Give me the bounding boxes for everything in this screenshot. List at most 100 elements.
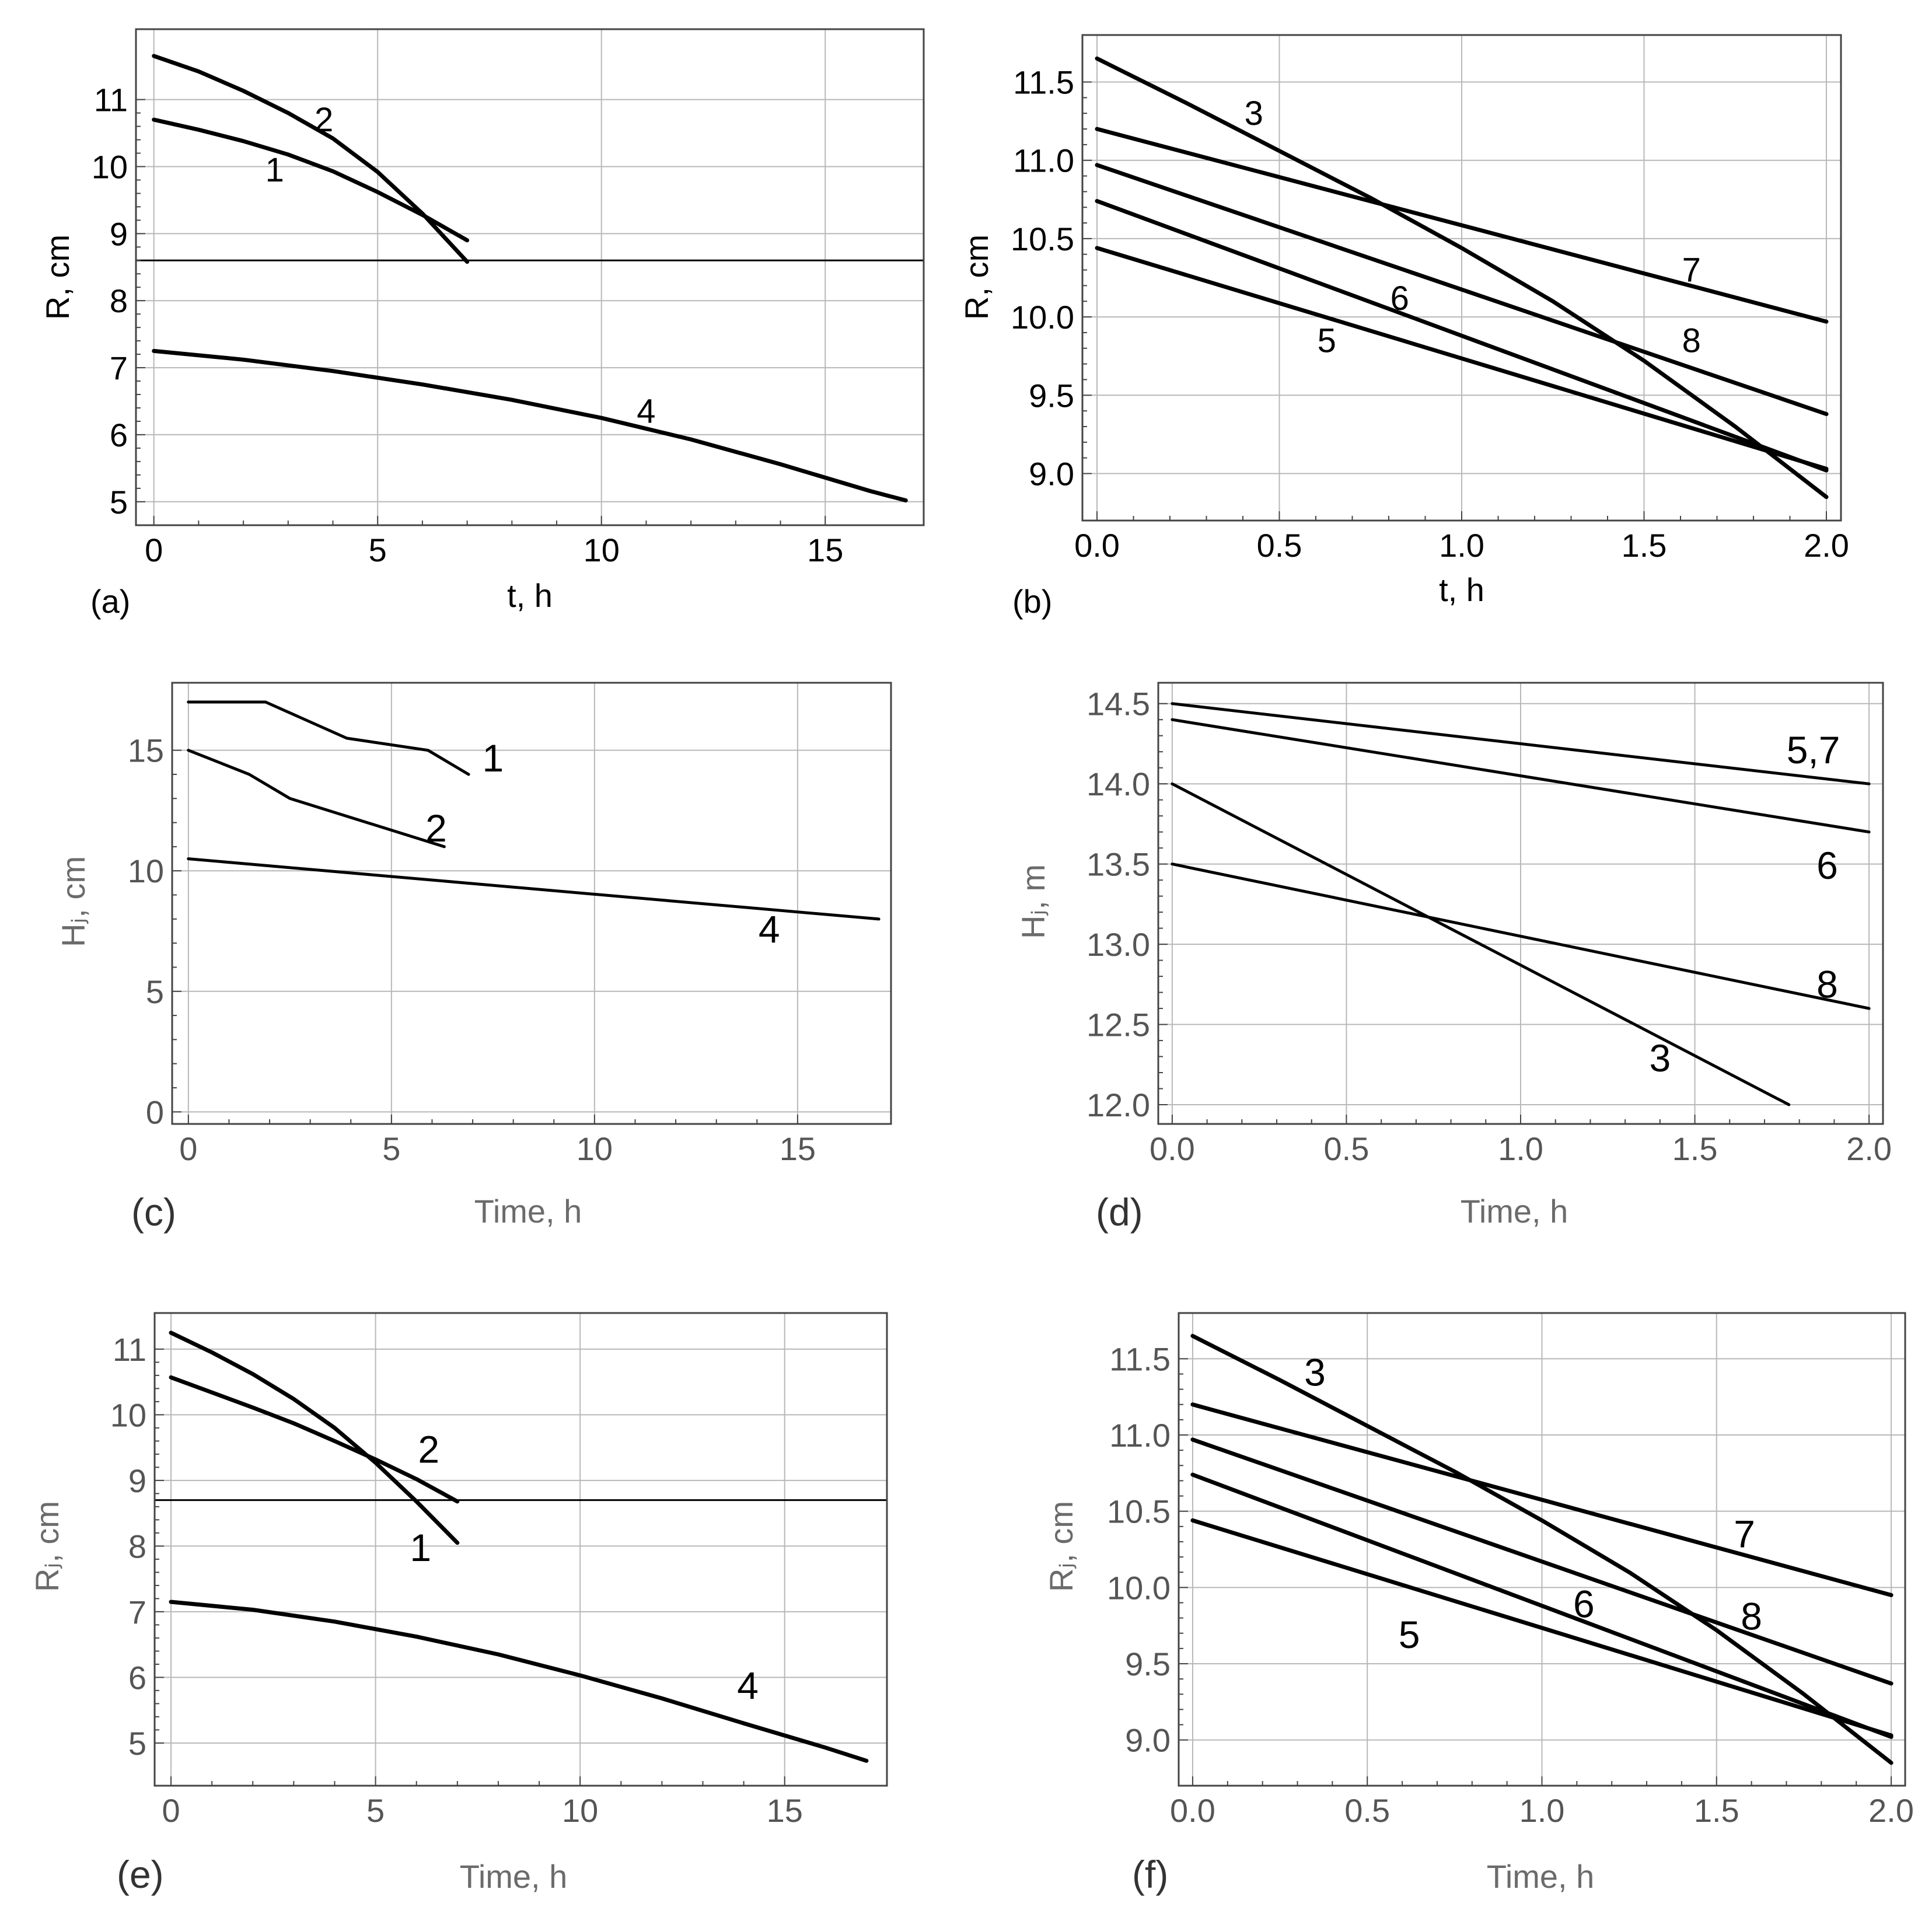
panel-b-series — [1095, 56, 1829, 500]
panel-f-x-tick-label: 1.5 — [1694, 1792, 1739, 1829]
panel-c-x-tick-label: 0 — [179, 1130, 197, 1167]
panel-c-y-tick-label: 0 — [146, 1094, 164, 1130]
panel-c: 0 5 10 15 0 5 10 15 12 4 Time, h Hⱼ, cm (c) — [55, 682, 892, 1234]
panel-f-x-tick-label: 0.0 — [1170, 1792, 1215, 1829]
panel-e-x-tick-label: 10 — [562, 1792, 598, 1829]
panel-a-x-tick-label: 5 — [369, 532, 387, 568]
panel-f-series-7 — [1190, 1402, 1893, 1597]
panel-a-y-tick-label: 5 — [110, 484, 128, 521]
panel-c-curve-label: 2 — [425, 806, 447, 850]
panel-b-y-axis-title: R, cm — [958, 235, 995, 320]
panel-d-y-tick-label: 14.5 — [1086, 686, 1150, 722]
panel-a-curve-label: 4 — [637, 393, 655, 431]
panel-b-y-tick-label: 11.5 — [1013, 64, 1074, 101]
panel-b-series-8 — [1095, 163, 1829, 416]
panel-b-ticks — [1082, 81, 1827, 521]
panel-a-y-tick-label: 8 — [110, 282, 128, 319]
panel-a-frame — [135, 28, 925, 526]
panel-d-series-3 — [1171, 782, 1791, 1106]
panel-d-x-tick-label: 2.0 — [1846, 1130, 1892, 1167]
panel-d-ticks — [1158, 703, 1870, 1124]
panel-e-y-tick-label: 9 — [128, 1462, 146, 1499]
panel-b-series-5 — [1095, 246, 1829, 471]
panel-d-x-tick-label: 1.0 — [1498, 1130, 1543, 1167]
panel-d-y-tick-label: 14.0 — [1086, 766, 1150, 802]
panel-c-label: (c) — [131, 1190, 176, 1234]
panel-d-tick-labels: 0.0 0.5 1.0 1.5 2.0 12.0 12.5 13.0 13.5 14.0 14.5 — [1086, 686, 1892, 1167]
panel-f-y-tick-label: 11.0 — [1109, 1417, 1171, 1454]
panel-c-ticks — [172, 749, 798, 1124]
panel-f-ticks — [1179, 1358, 1892, 1786]
panel-c-x-tick-label: 15 — [780, 1130, 816, 1167]
panel-a-x-tick-label: 15 — [807, 532, 843, 568]
panel-f-label: (f) — [1132, 1853, 1168, 1896]
panel-a-ticks — [136, 99, 826, 525]
panel-c-x-tick-label: 10 — [577, 1130, 613, 1167]
panel-f-series — [1190, 1333, 1893, 1765]
panel-d: 0.0 0.5 1.0 1.5 2.012.012.513.013.514.014.5 … — [1015, 682, 1892, 1234]
panel-b-x-tick-label: 0.0 — [1074, 527, 1120, 564]
panel-b-series-6 — [1095, 199, 1829, 473]
panel-a-series-4 — [152, 348, 908, 502]
panel-b-y-tick-label: 10.5 — [1011, 221, 1074, 257]
panel-a-curve-label: 2 — [315, 101, 333, 139]
panel-c-series-4 — [187, 857, 881, 921]
panel-e-curve-labels: 2 1 4 — [410, 1427, 759, 1707]
panel-f-grid — [1179, 1313, 1905, 1786]
panel-d-curve-label: 5,7 — [1787, 728, 1840, 771]
panel-e-x-tick-label: 5 — [366, 1792, 385, 1829]
panel-d-y-tick-label: 13.0 — [1086, 926, 1150, 963]
panel-c-curve-label: 1 — [483, 736, 504, 780]
panel-b-curve-label: 5 — [1318, 322, 1336, 359]
panel-a-series — [152, 54, 908, 502]
panel-f-y-axis-title: Rⱼ, cm — [1043, 1501, 1079, 1592]
panel-f-tick-labels: 0.0 0.5 1.0 1.5 2.0 9.0 9.5 10.0 10.5 11.0 11.5 — [1107, 1340, 1914, 1829]
panel-b-y-tick-label: 11.0 — [1013, 142, 1074, 179]
panel-e-y-tick-label: 11 — [113, 1331, 146, 1368]
panel-c-y-axis-title: Hⱼ, cm — [55, 856, 92, 947]
panel-f-y-tick-label: 9.5 — [1125, 1646, 1171, 1682]
panel-c-y-tick-label: 10 — [128, 853, 164, 889]
panel-d-x-tick-label: 1.5 — [1672, 1130, 1718, 1167]
panel-f-y-tick-label: 11.5 — [1109, 1340, 1171, 1377]
panel-b-curve-label: 3 — [1245, 95, 1263, 132]
panel-c-curve-labels: 12 4 — [425, 736, 780, 951]
panel-c-curve-label: 4 — [759, 908, 780, 951]
panel-c-frame — [171, 682, 892, 1125]
panel-c-x-tick-label: 5 — [382, 1130, 400, 1167]
panel-b-curve-label: 6 — [1391, 280, 1409, 317]
panel-e-series-4 — [169, 1600, 869, 1763]
panel-d-label: (d) — [1096, 1190, 1143, 1234]
panel-a-y-axis-title: R, cm — [39, 235, 76, 320]
panel-d-x-axis-title: Time, h — [1461, 1193, 1568, 1230]
panel-e-y-tick-label: 5 — [128, 1725, 146, 1762]
panel-f-y-tick-label: 10.5 — [1107, 1493, 1171, 1530]
panel-f-x-tick-label: 0.5 — [1344, 1792, 1390, 1829]
panel-e-curve-label: 2 — [418, 1427, 439, 1471]
panel-b-x-tick-label: 1.0 — [1439, 527, 1484, 564]
panel-b-y-tick-label: 10.0 — [1011, 299, 1074, 336]
panel-e-y-tick-label: 7 — [128, 1594, 146, 1630]
panel-f-curve-label: 3 — [1304, 1351, 1326, 1394]
panel-b-x-axis-title: t, h — [1439, 571, 1484, 608]
panel-e-y-tick-label: 8 — [128, 1528, 146, 1565]
panel-e-series-1 — [169, 1331, 460, 1545]
panel-f-curve-label: 7 — [1734, 1512, 1755, 1555]
panel-d-y-axis-title: Hⱼ, m — [1015, 864, 1051, 939]
panel-c-series-1 — [187, 700, 470, 776]
panel-a-curve-label: 1 — [265, 151, 284, 189]
panel-f-curve-labels: 3 5 6 7 8 — [1304, 1351, 1762, 1656]
panel-d-curve-label: 8 — [1816, 963, 1838, 1006]
panel-b-curve-label: 7 — [1682, 252, 1701, 289]
panel-e-label: (e) — [117, 1853, 164, 1896]
panel-e-series — [169, 1331, 869, 1763]
panel-a-y-tick-label: 9 — [110, 215, 128, 252]
panel-e-y-tick-label: 10 — [110, 1396, 146, 1433]
panel-a-y-tick-label: 6 — [110, 417, 128, 453]
panel-b-y-tick-label: 9.5 — [1029, 377, 1074, 414]
panel-e-curve-label: 4 — [737, 1664, 759, 1707]
